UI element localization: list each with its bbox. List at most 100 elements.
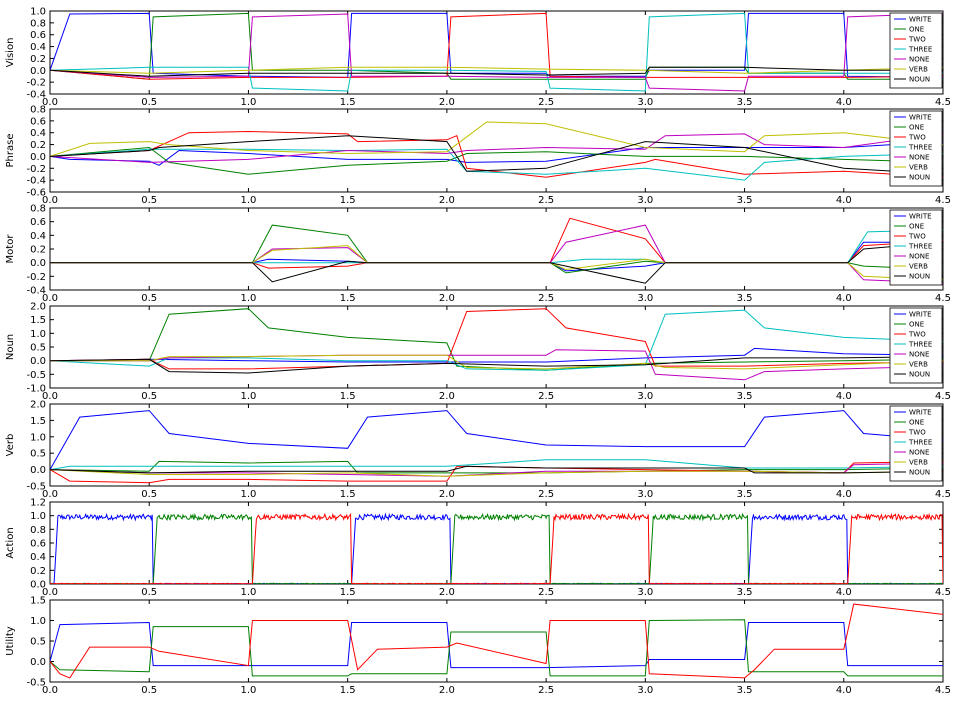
panel-frame [50,11,943,94]
x-tick-label: 1.5 [340,195,356,206]
x-tick-label: 4.0 [836,391,852,402]
x-tick-label: 2.0 [439,489,455,500]
legend-label: ONE [909,124,924,132]
panel-motor: 0.80.60.40.20.0-0.2-0.40.0 0.5 1.0 1.5 2.0 2.… [5,204,951,305]
y-axis-label: Phrase [5,134,16,168]
legend: WRITE ONE TWO THREE NONE VERB NOUN [890,13,942,88]
y-tick-label: 0.0 [30,258,46,269]
panel-verb: 2.01.51.00.50.0-0.50.0 0.5 1.0 1.5 2.0 2.5 3.0… [5,400,951,501]
legend: WRITE ONE TWO THREE NONE VERB NOUN [890,210,942,285]
y-tick-label: 2.0 [30,400,46,411]
x-tick-label: 4.0 [836,293,852,304]
x-tick-label: 4.5 [935,587,951,598]
x-tick-label: 1.5 [340,391,356,402]
y-tick-label: 1.0 [30,7,46,18]
legend-label: TWO [908,429,926,437]
x-tick-label: 2.0 [439,195,455,206]
x-tick-label: 1.0 [240,489,256,500]
y-tick-label: 1.0 [30,616,46,627]
legend-label: VERB [909,263,928,271]
legend-label: VERB [909,164,928,172]
y-tick-label: 0.8 [30,18,46,29]
y-tick-label: 0.5 [30,449,46,460]
x-tick-label: 3.0 [637,391,653,402]
legend-label: VERB [909,459,928,467]
y-tick-label: 0.4 [30,128,46,139]
x-tick-label: 4.5 [935,685,951,696]
legend-label: WRITE [909,114,932,122]
y-tick-label: 0.0 [30,356,46,367]
legend-label: TWO [908,134,926,142]
x-tick-label: 2.0 [439,391,455,402]
panel-frame [50,306,943,388]
y-axis-label: Noun [5,334,16,360]
panel-frame [50,208,943,290]
x-tick-label: 0.0 [42,685,58,696]
x-tick-label: 0.5 [141,97,157,108]
legend-label: ONE [909,321,924,329]
x-tick-label: 3.5 [737,195,753,206]
x-tick-label: 0.5 [141,293,157,304]
x-tick-label: 0.5 [141,685,157,696]
y-tick-label: 0.2 [30,566,46,577]
x-tick-label: 4.0 [836,685,852,696]
legend: WRITE ONE TWO THREE NONE VERB NOUN [890,111,942,186]
legend-label: THREE [908,341,932,349]
y-tick-label: 0.4 [30,231,46,242]
x-tick-label: 0.5 [141,391,157,402]
y-tick-label: -0.4 [26,176,46,187]
x-tick-label: 2.5 [538,195,554,206]
y-tick-label: 1.2 [30,498,46,509]
x-tick-label: 4.0 [836,195,852,206]
legend-label: VERB [909,361,928,369]
legend-label: TWO [908,36,926,44]
x-tick-label: 4.5 [935,97,951,108]
legend-label: WRITE [909,213,932,221]
y-tick-label: 0.0 [30,152,46,163]
y-tick-label: 0.5 [30,343,46,354]
y-tick-label: 0.0 [30,66,46,77]
y-tick-label: 1.0 [30,511,46,522]
x-tick-label: 2.0 [439,587,455,598]
legend-label: NOUN [909,371,930,379]
y-tick-label: 1.5 [30,416,46,427]
x-tick-label: 3.5 [737,293,753,304]
x-tick-label: 2.0 [439,293,455,304]
x-tick-label: 3.0 [637,97,653,108]
y-tick-label: -0.5 [26,370,46,381]
legend-label: THREE [908,144,932,152]
y-tick-label: 0.2 [30,140,46,151]
x-tick-label: 3.0 [637,293,653,304]
panel-noun: 2.01.51.00.50.0-0.5-1.00.0 0.5 1.0 1.5 2.0 2.… [5,302,951,403]
x-tick-label: 4.5 [935,195,951,206]
y-tick-label: 0.2 [30,245,46,256]
x-tick-label: 3.5 [737,587,753,598]
x-tick-label: 4.5 [935,293,951,304]
x-tick-label: 1.5 [340,489,356,500]
y-tick-label: 0.6 [30,539,46,550]
y-tick-label: 0.4 [30,42,46,53]
x-tick-label: 0.5 [141,587,157,598]
x-tick-label: 3.0 [637,489,653,500]
x-tick-label: 4.5 [935,489,951,500]
y-tick-label: 0.2 [30,54,46,65]
x-tick-label: 1.0 [240,587,256,598]
x-tick-label: 1.5 [340,685,356,696]
legend-label: NOUN [909,174,930,182]
x-tick-label: 3.0 [637,195,653,206]
x-tick-label: 1.0 [240,195,256,206]
x-tick-label: 2.5 [538,489,554,500]
y-tick-label: 1.0 [30,432,46,443]
y-axis-label: Vision [5,38,16,68]
y-tick-label: 1.5 [30,315,46,326]
x-tick-label: 1.0 [240,293,256,304]
legend-label: NONE [909,449,929,457]
legend-label: THREE [908,46,932,54]
x-tick-label: 3.5 [737,685,753,696]
y-tick-label: 0.8 [30,525,46,536]
legend-label: WRITE [909,16,932,24]
y-tick-label: 0.5 [30,637,46,648]
x-tick-label: 1.0 [240,391,256,402]
y-tick-label: 0.8 [30,105,46,116]
